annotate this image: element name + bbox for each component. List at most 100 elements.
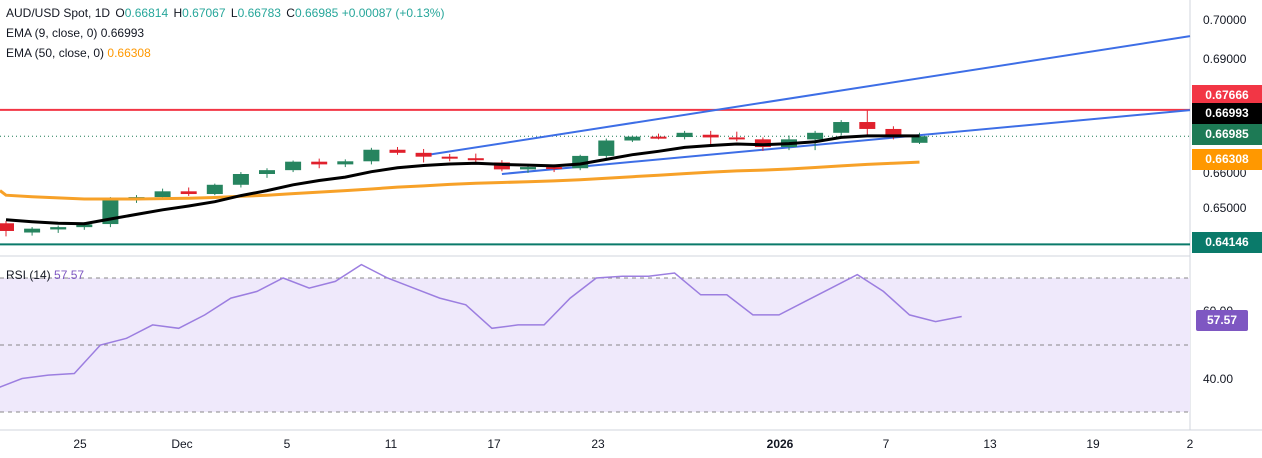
candle-body [650, 136, 667, 139]
time-tick: 2026 [766, 437, 794, 451]
candle [441, 153, 458, 162]
candle [624, 135, 641, 143]
candle-body [180, 191, 197, 195]
candle [50, 225, 67, 233]
candle-body [520, 167, 536, 170]
legend-open: 0.66814 [124, 6, 169, 20]
candle-body [232, 174, 249, 185]
candle [650, 133, 667, 140]
time-tick: 2 [1186, 437, 1194, 451]
candle [415, 148, 432, 163]
candle-body [206, 184, 223, 195]
candle-body [76, 224, 93, 228]
candle [337, 159, 354, 168]
channel-upper-line [423, 35, 1191, 157]
legend-rsi-value: 57.57 [54, 268, 85, 282]
candle-body [154, 191, 171, 198]
candle-body [807, 132, 824, 140]
candle-body [702, 134, 719, 138]
candle-body [285, 161, 302, 171]
legend-ema50[interactable]: EMA (50, close, 0) 0.66308 [6, 46, 151, 60]
candle-body [441, 156, 458, 159]
candle-body [546, 167, 563, 170]
candle [676, 130, 693, 140]
legend-symbol: AUD/USD Spot, 1D [6, 6, 111, 20]
candle [0, 220, 14, 237]
time-tick: 13 [983, 437, 997, 451]
candle [285, 160, 302, 173]
legend-rsi[interactable]: RSI (14) 57.57 [6, 268, 84, 282]
rsi-tick: 40.00 [1203, 372, 1234, 386]
candle [180, 187, 197, 196]
candle-body [467, 158, 484, 161]
candle-body [598, 140, 615, 156]
candle-body [389, 149, 406, 153]
price-tick: 0.69000 [1203, 52, 1247, 66]
price-tick: 0.70000 [1203, 13, 1247, 27]
ema9-price-tag: 0.66993 [1192, 103, 1262, 124]
legend-close: 0.66985 [294, 6, 339, 20]
candle-body [24, 228, 41, 233]
candle [232, 172, 249, 188]
legend-ema50-label: EMA (50, close, 0) [6, 46, 105, 60]
legend-rsi-label: RSI (14) [6, 268, 51, 282]
time-tick: 11 [384, 437, 398, 451]
candle [389, 147, 406, 155]
candle [206, 183, 223, 196]
candle-body [337, 161, 354, 165]
time-tick: 17 [487, 437, 501, 451]
trend-lines [0, 35, 1191, 246]
ema50-line [0, 160, 920, 201]
ema9-line [5, 134, 920, 226]
legend-ema9-label: EMA (9, close, 0) [6, 26, 98, 40]
resistance-price-tag: 0.67666 [1192, 85, 1262, 106]
candle-body [624, 136, 641, 141]
legend-high: 0.67067 [182, 6, 226, 20]
time-tick: 7 [882, 437, 890, 451]
candle-body [833, 122, 850, 133]
time-tick: 23 [591, 437, 605, 451]
candle-body [50, 227, 67, 230]
candle-body [311, 161, 328, 165]
candle [363, 147, 380, 165]
time-tick: 19 [1086, 437, 1100, 451]
last-price-tag: 0.66985 [1192, 124, 1262, 145]
legend-open-label: O [115, 6, 125, 20]
legend-low-label: L [230, 6, 238, 20]
legend-ohlc: AUD/USD Spot, 1D O0.66814 H0.67067 L0.66… [6, 6, 444, 20]
candle-body [415, 152, 432, 157]
legend-ema9[interactable]: EMA (9, close, 0) 0.66993 [6, 26, 144, 40]
candlesticks[interactable] [0, 110, 928, 237]
candle [833, 120, 850, 136]
candle [598, 138, 615, 158]
candle-body [493, 162, 510, 170]
rsi-line [0, 263, 962, 388]
channel-lower-line [501, 109, 1191, 175]
support-price-tag: 0.64146 [1192, 232, 1262, 253]
candle-body [676, 132, 693, 138]
candle [259, 168, 275, 178]
price-tick: 0.65000 [1203, 201, 1247, 215]
candle-body [363, 149, 380, 162]
candle-body [885, 128, 902, 136]
legend-low: 0.66783 [237, 6, 281, 20]
candle [102, 197, 119, 228]
candle-body [728, 137, 745, 140]
candle [702, 130, 719, 146]
legend-close-label: C [286, 6, 295, 20]
candle [311, 158, 328, 169]
legend-ema50-value: 0.66308 [107, 46, 151, 60]
candle-body [859, 122, 876, 129]
legend-change: +0.00087 (+0.13%) [341, 6, 445, 20]
rsi-value-tag: 57.57 [1196, 310, 1248, 331]
candle [24, 227, 41, 236]
candle-body [0, 223, 14, 231]
time-tick: 5 [283, 437, 291, 451]
ema-lines [0, 134, 920, 226]
ema50-price-tag: 0.66308 [1192, 149, 1262, 170]
rsi-pane [0, 263, 1190, 413]
candle-body [911, 136, 928, 143]
candle [728, 131, 745, 142]
legend-ema9-value: 0.66993 [100, 26, 145, 40]
